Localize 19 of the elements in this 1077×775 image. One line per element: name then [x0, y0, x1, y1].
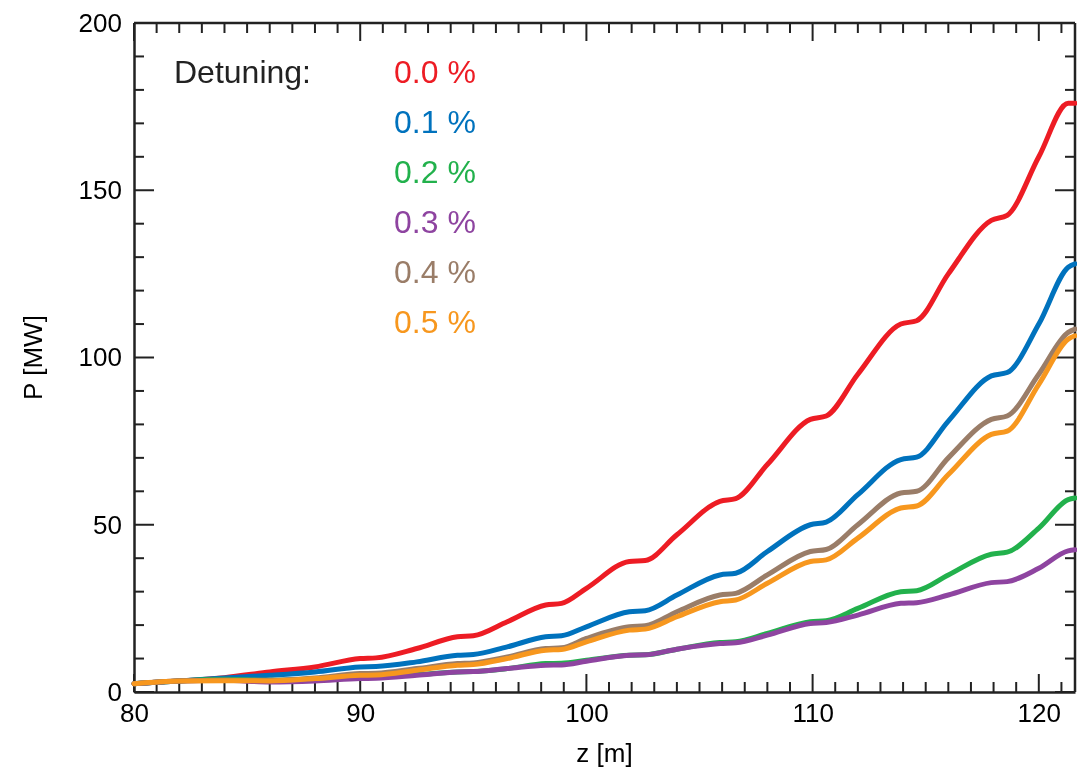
y-tick-label: 0 [107, 676, 122, 707]
text: 0.3 % [394, 204, 476, 240]
x-axis-title: z [m] [576, 738, 633, 768]
y-axis-title: P [MW] [18, 315, 48, 400]
y-tick-label: 100 [78, 342, 122, 373]
text: 0.2 % [394, 154, 476, 190]
y-tick-label: 50 [93, 509, 122, 540]
legend-title: Detuning: [174, 54, 311, 90]
x-tick-label: 100 [565, 698, 609, 729]
y-tick-label: 200 [78, 7, 122, 38]
text: 0.1 % [394, 104, 476, 140]
x-tick-label: 80 [120, 698, 149, 729]
text: 0.0 % [394, 54, 476, 90]
x-tick-label: 110 [792, 698, 834, 729]
x-tick-label: 120 [1017, 698, 1061, 729]
text: 0.4 % [394, 254, 476, 290]
y-tick-label: 150 [78, 175, 122, 206]
text: 0.5 % [394, 304, 476, 340]
x-tick-label: 90 [346, 698, 376, 729]
